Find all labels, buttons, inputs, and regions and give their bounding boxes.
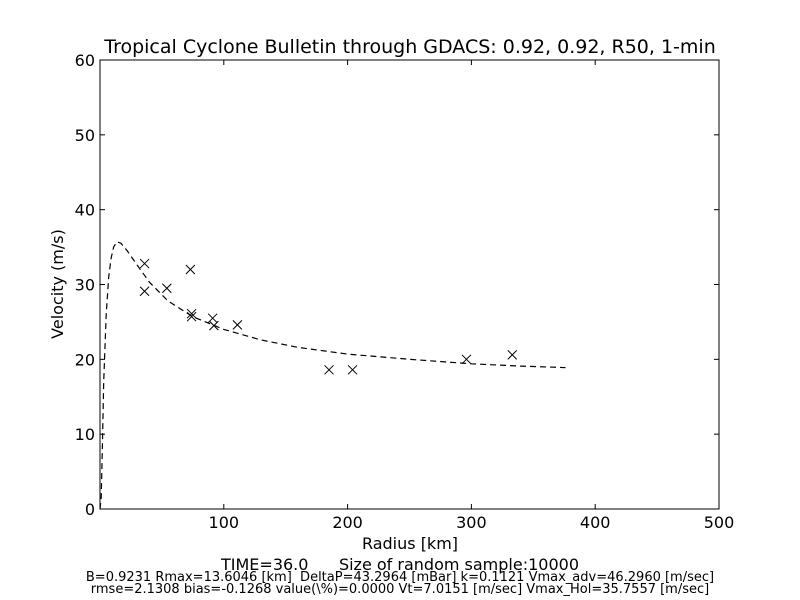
observation-point	[139, 286, 150, 297]
y-tick-label: 40	[75, 201, 95, 220]
x-tick-label: 500	[704, 513, 735, 532]
y-tick-label: 0	[85, 500, 95, 519]
time-sample-line: TIME=36.0 Size of random sample:10000	[221, 555, 579, 574]
observation-point	[324, 364, 334, 375]
x-tick-label: 100	[209, 513, 240, 532]
y-tick-label: 20	[75, 350, 95, 369]
observation-point	[186, 308, 197, 319]
y-tick-label: 10	[75, 425, 95, 444]
observation-point	[186, 311, 197, 322]
wind-profile-dashed-line	[99, 241, 566, 510]
observation-point	[209, 320, 219, 331]
observation-point	[347, 364, 358, 375]
observation-point	[232, 320, 243, 330]
x-tick-label: 200	[332, 513, 363, 532]
parameter-stats-line-1: B=0.9231 Rmax=13.6046 [km] DeltaP=43.296…	[85, 570, 715, 585]
x-axis-label: Radius [km]	[362, 534, 458, 553]
plot-frame	[99, 59, 720, 510]
observation-point	[507, 349, 518, 360]
parameter-stats-line-2: rmse=2.1308 bias=-0.1268 value(\%)=0.000…	[90, 582, 710, 597]
axis-tick-labels: 100 200 300 400 500 0 10 20 30 40 50 60	[75, 51, 735, 532]
observation-point	[185, 264, 196, 275]
observation-point	[161, 283, 172, 294]
x-tick-label: 400	[580, 513, 611, 532]
x-tick-label: 300	[456, 513, 487, 532]
axis-ticks	[100, 59, 720, 510]
observation-markers	[139, 258, 518, 375]
chart-title: Tropical Cyclone Bulletin through GDACS:…	[103, 36, 716, 58]
y-tick-label: 50	[75, 126, 95, 145]
observation-point	[461, 354, 472, 365]
y-axis-label: Velocity (m/s)	[48, 229, 67, 339]
observation-point	[139, 258, 150, 269]
y-tick-label: 30	[75, 276, 95, 295]
y-tick-label: 60	[75, 51, 95, 70]
